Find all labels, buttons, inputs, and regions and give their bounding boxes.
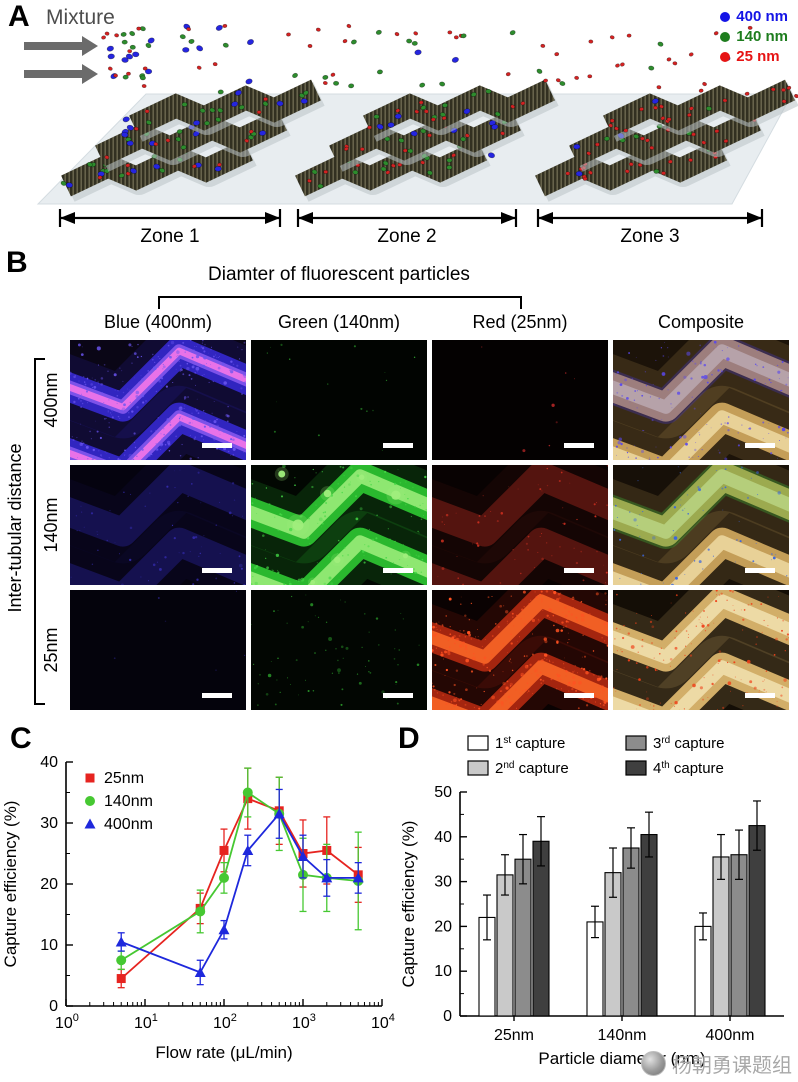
svg-text:102: 102 <box>213 1012 237 1032</box>
svg-text:2nd capture: 2nd capture <box>495 760 569 777</box>
row-label-400nm: 400nm <box>41 372 61 428</box>
title-bracket <box>158 296 522 309</box>
zone-3-label: Zone 3 <box>620 226 680 247</box>
fluorescence-image-140nm-col3 <box>432 465 608 585</box>
fluorescence-image-400nm-col3 <box>432 340 608 460</box>
panel-a-label: A <box>8 0 30 33</box>
svg-text:4th capture: 4th capture <box>653 760 724 777</box>
svg-text:40: 40 <box>434 829 452 846</box>
panel-b-title: Diamter of fluorescent particles <box>208 264 470 285</box>
fluorescence-image-25nm-col2 <box>251 590 427 710</box>
column-header-composite: Composite <box>657 312 745 332</box>
legend-item-140nm: 140 nm <box>720 28 788 45</box>
panel-c-label: C <box>10 722 32 755</box>
svg-text:Capture efficiency (%): Capture efficiency (%) <box>2 801 20 968</box>
legend-label: 400 nm <box>736 8 788 25</box>
svg-text:400nm: 400nm <box>104 816 153 833</box>
svg-text:Capture efficiency (%): Capture efficiency (%) <box>399 821 418 988</box>
row-group-label: Inter-tubular distance <box>5 443 25 613</box>
legend-item-25nm: 25 nm <box>720 48 788 65</box>
svg-text:50: 50 <box>434 784 452 801</box>
svg-text:20: 20 <box>434 918 452 935</box>
svg-text:30: 30 <box>434 874 452 891</box>
column-header-blue: Blue (400nm) <box>103 312 213 332</box>
svg-text:103: 103 <box>292 1012 316 1032</box>
fluorescence-image-25nm-col4 <box>613 590 789 710</box>
column-header-green: Green (140nm) <box>277 312 401 332</box>
panel-b-label: B <box>6 246 28 279</box>
svg-text:1st capture: 1st capture <box>495 735 565 752</box>
svg-text:40: 40 <box>40 754 58 771</box>
watermark-logo-icon <box>641 1051 666 1076</box>
row-label-140nm: 140nm <box>41 497 61 553</box>
svg-text:10: 10 <box>434 963 452 980</box>
green-dot-icon <box>720 31 731 42</box>
fluorescence-image-400nm-col2 <box>251 340 427 460</box>
fluorescence-image-400nm-col4 <box>613 340 789 460</box>
particle-size-legend: 400 nm 140 nm 25 nm <box>720 8 788 65</box>
svg-text:100: 100 <box>55 1012 79 1032</box>
blue-dot-icon <box>720 11 731 22</box>
red-dot-icon <box>720 51 731 62</box>
svg-text:25nm: 25nm <box>494 1027 534 1044</box>
legend-item-400nm: 400 nm <box>720 8 788 25</box>
fluorescence-image-400nm-col1 <box>70 340 246 460</box>
watermark: 杨朝勇课题组 <box>641 1049 792 1078</box>
row-label-25nm: 25nm <box>41 627 61 673</box>
panel-d-label: D <box>398 722 420 755</box>
row-group-bracket <box>34 358 45 705</box>
watermark-text: 杨朝勇课题组 <box>672 1055 792 1077</box>
legend-label: 140 nm <box>736 28 788 45</box>
fluorescence-image-140nm-col2 <box>251 465 427 585</box>
svg-text:25nm: 25nm <box>104 770 144 787</box>
mixture-label: Mixture <box>46 6 115 29</box>
repeat-capture-bar-chart: 1st capture 2nd capture 3rd capture 4th cap… <box>399 735 784 1068</box>
zones-3d-schematic <box>24 23 798 227</box>
svg-text:20: 20 <box>40 876 58 893</box>
svg-text:101: 101 <box>134 1012 158 1032</box>
fluorescence-image-25nm-col1 <box>70 590 246 710</box>
flow-rate-line-chart: 0 10 20 30 40 100 101 102 103 104 25nm 140nm 400nm Ca… <box>2 754 395 1062</box>
column-header-red: Red (25nm) <box>472 312 568 332</box>
svg-text:3rd capture: 3rd capture <box>653 735 724 752</box>
legend-label: 25 nm <box>736 48 780 65</box>
svg-text:140nm: 140nm <box>104 793 153 810</box>
zone-1-label: Zone 1 <box>140 226 200 247</box>
svg-text:0: 0 <box>443 1008 452 1025</box>
svg-text:0: 0 <box>49 998 58 1015</box>
svg-text:104: 104 <box>371 1012 395 1032</box>
zone-2-label: Zone 2 <box>377 226 437 247</box>
svg-text:10: 10 <box>40 937 58 954</box>
svg-text:400nm: 400nm <box>706 1027 755 1044</box>
svg-text:140nm: 140nm <box>598 1027 647 1044</box>
svg-text:Flow rate (μL/min): Flow rate (μL/min) <box>155 1043 292 1062</box>
fluorescence-image-25nm-col3 <box>432 590 608 710</box>
fluorescence-image-140nm-col4 <box>613 465 789 585</box>
fluorescence-image-140nm-col1 <box>70 465 246 585</box>
svg-text:30: 30 <box>40 815 58 832</box>
